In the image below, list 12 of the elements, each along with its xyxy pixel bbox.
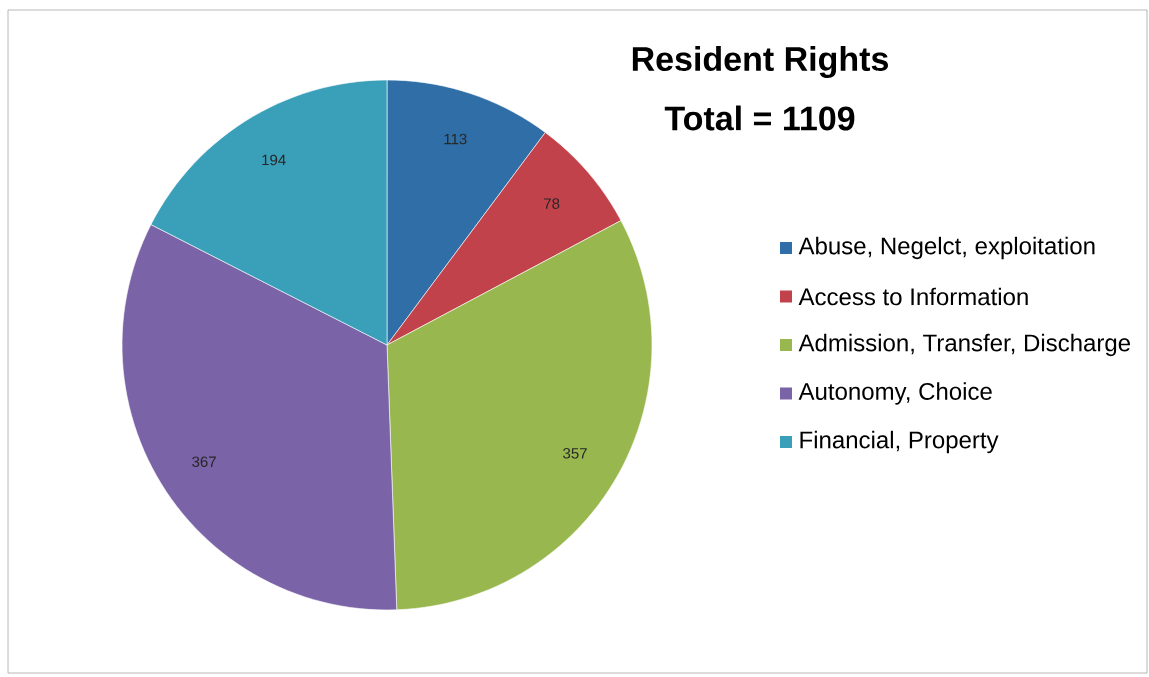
legend-label: Abuse, Negelct, exploitation: [798, 236, 1095, 260]
text: Total = 1109: [664, 105, 855, 131]
data-label: 357: [563, 448, 587, 459]
data-label: 78: [544, 198, 560, 209]
legend-label: Financial, Property: [800, 430, 999, 454]
data-label: 194: [262, 154, 286, 166]
legend-label: Admission, Transfer, Discharge: [798, 333, 1130, 357]
legend-label: Access to Information: [798, 287, 1028, 306]
legend-label: Autonomy, Choice: [798, 382, 992, 405]
data-label: 367: [192, 456, 216, 468]
chart-title: Resident Rights: [632, 46, 888, 78]
data-label: 113: [444, 133, 467, 145]
